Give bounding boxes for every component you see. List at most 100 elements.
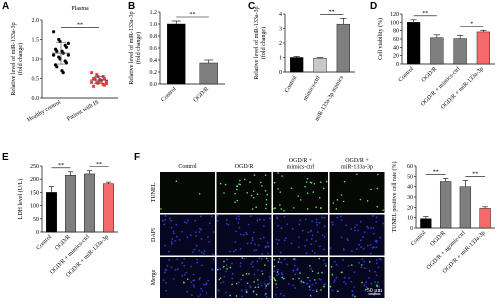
y-tick-label: 60 xyxy=(407,164,413,170)
nucleus xyxy=(251,261,254,263)
nucleus xyxy=(264,287,267,289)
nucleus xyxy=(176,268,179,271)
x-tick-label: Control xyxy=(284,75,299,94)
nucleus xyxy=(219,268,222,271)
nucleus xyxy=(168,250,170,253)
nucleus xyxy=(293,264,296,267)
data-point xyxy=(64,61,68,65)
nucleus xyxy=(251,239,254,242)
y-axis-label: Relative level of miR-133a-3p xyxy=(128,11,135,84)
tunel-cell xyxy=(313,182,316,185)
nucleus xyxy=(358,243,360,246)
nucleus xyxy=(283,215,286,218)
tunel-cell xyxy=(238,183,240,185)
nucleus xyxy=(300,281,303,284)
data-point xyxy=(90,80,94,84)
tunel-cell xyxy=(320,207,322,210)
column-label: OGD/R xyxy=(235,164,254,170)
nucleus xyxy=(226,258,229,261)
nucleus xyxy=(375,239,378,242)
row-label: Merge xyxy=(151,269,157,285)
tunel-cell xyxy=(236,199,239,202)
panel-label: F xyxy=(134,152,140,163)
nucleus xyxy=(290,242,293,245)
tunel-cell xyxy=(253,174,256,176)
nucleus xyxy=(243,257,246,260)
nucleus xyxy=(370,282,373,285)
nucleus xyxy=(172,230,175,233)
nucleus xyxy=(329,247,332,249)
tunel-cell xyxy=(267,283,269,285)
data-point xyxy=(102,77,106,80)
x-tick-label: OGD/R + miR-133a-3p xyxy=(440,66,485,111)
nucleus xyxy=(350,250,353,252)
bar xyxy=(407,22,421,65)
nucleus xyxy=(353,226,356,229)
nucleus xyxy=(351,290,354,293)
nucleus xyxy=(311,283,314,286)
nucleus xyxy=(305,239,308,241)
nucleus xyxy=(378,257,381,260)
y-tick-label: 200 xyxy=(30,177,39,183)
tunel-cell xyxy=(160,208,162,210)
nucleus xyxy=(345,282,347,285)
nucleus xyxy=(195,234,198,237)
nucleus xyxy=(260,284,263,287)
nucleus xyxy=(347,265,350,267)
tunel-cell xyxy=(343,180,346,183)
data-point xyxy=(61,71,65,75)
tunel-cell xyxy=(245,272,248,275)
nucleus xyxy=(200,251,203,254)
tunel-cell xyxy=(290,187,293,190)
nucleus xyxy=(250,263,252,266)
nucleus xyxy=(286,223,289,226)
tunel-cell xyxy=(241,257,243,259)
nucleus xyxy=(241,295,243,298)
nucleus xyxy=(299,219,302,222)
nucleus xyxy=(315,221,318,224)
y-axis-label: TUNEL positive cell rate (%) xyxy=(391,161,398,232)
nucleus xyxy=(339,215,342,218)
tunel-cell xyxy=(354,295,356,298)
nucleus xyxy=(285,237,287,240)
y-tick-label: 0 xyxy=(396,62,399,68)
tunel-cell xyxy=(281,276,284,279)
tunel-cell xyxy=(306,177,309,180)
tunel-cell xyxy=(224,183,227,186)
nucleus xyxy=(367,227,370,230)
nucleus xyxy=(306,282,308,285)
bar xyxy=(453,38,467,65)
nucleus xyxy=(162,219,164,222)
tunel-cell xyxy=(253,281,255,283)
tunel-cell xyxy=(257,286,260,288)
nucleus xyxy=(345,224,348,227)
nucleus xyxy=(178,238,181,241)
nucleus xyxy=(183,221,186,223)
nucleus xyxy=(195,231,197,234)
y-tick-label: 0.5 xyxy=(32,77,40,83)
nucleus xyxy=(274,293,277,296)
nucleus xyxy=(335,276,338,279)
tunel-cell xyxy=(376,205,379,208)
y-tick-label: 100 xyxy=(390,20,399,26)
tunel-cell xyxy=(323,285,325,288)
nucleus xyxy=(201,264,204,267)
tunel-cell xyxy=(366,200,369,202)
nucleus xyxy=(186,236,189,239)
nucleus xyxy=(267,252,270,255)
tunel-cell xyxy=(300,280,303,282)
micrograph xyxy=(216,257,272,298)
nucleus xyxy=(207,236,209,239)
nucleus xyxy=(365,286,368,289)
significance-label: * xyxy=(470,21,473,27)
nucleus xyxy=(267,259,269,262)
y-tick-label: 1.2 xyxy=(150,10,158,16)
nucleus xyxy=(292,284,295,287)
y-tick-label: 80 xyxy=(393,29,399,35)
tunel-cell xyxy=(332,202,335,204)
nucleus xyxy=(277,273,280,275)
nucleus xyxy=(377,266,380,269)
y-tick-label: 0.0 xyxy=(32,96,40,102)
scale-bar-label: 50 μm xyxy=(367,288,383,294)
nucleus xyxy=(162,279,165,282)
